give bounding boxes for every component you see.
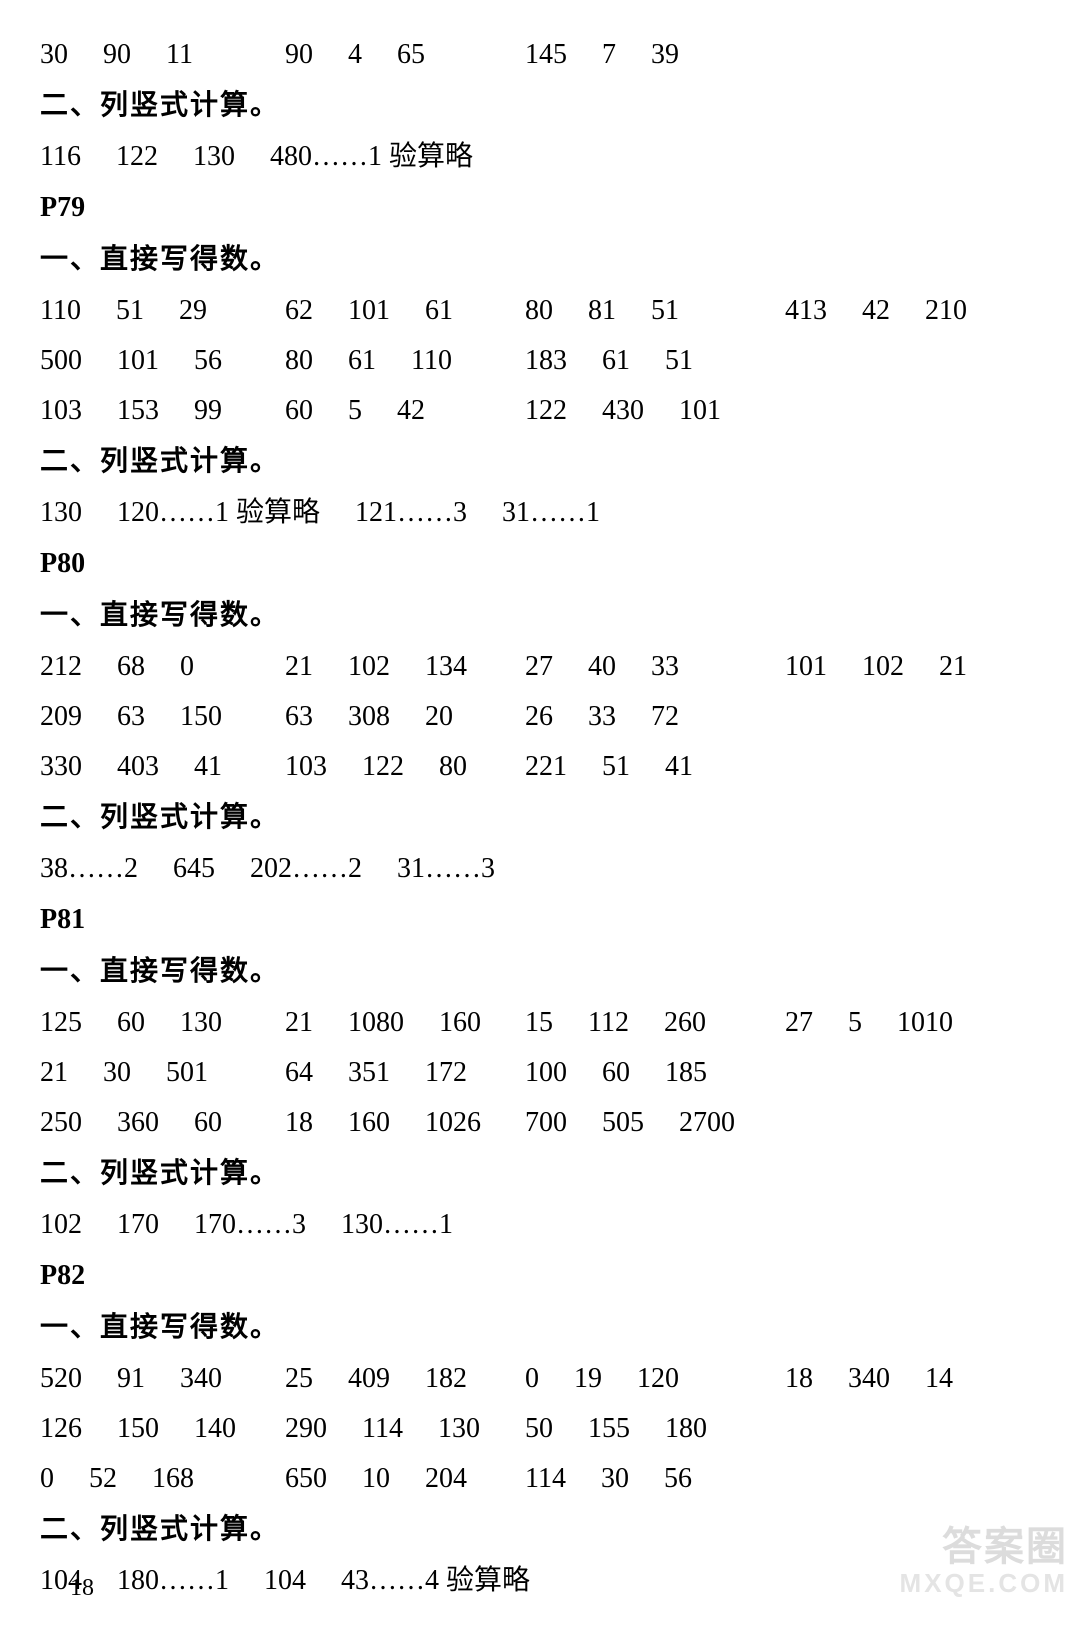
cell: 21 1080 160 — [285, 998, 525, 1048]
cell: 650 10 204 — [285, 1454, 525, 1504]
cell: 413 42 210 — [785, 286, 1048, 336]
section-heading: 二、列竖式计算。 — [40, 1504, 1048, 1556]
cell: 500 101 56 — [40, 336, 285, 386]
data-row: 0 52 168 650 10 204 114 30 56 — [40, 1454, 1048, 1504]
cell: 21 102 134 — [285, 642, 525, 692]
answer-line: 38……2 645 202……2 31……3 — [40, 844, 1048, 894]
data-row: 330 403 41 103 122 80 221 51 41 — [40, 742, 1048, 792]
cell: 114 30 56 — [525, 1454, 785, 1504]
data-row: 520 91 340 25 409 182 0 19 120 18 340 14 — [40, 1354, 1048, 1404]
data-row: 30 90 11 90 4 65 145 7 39 — [40, 30, 1048, 80]
cell: 100 60 185 — [525, 1048, 785, 1098]
cell: 80 61 110 — [285, 336, 525, 386]
cell: 110 51 29 — [40, 286, 285, 336]
page-ref: P79 — [40, 182, 1048, 234]
section-heading: 一、直接写得数。 — [40, 590, 1048, 642]
section-heading: 二、列竖式计算。 — [40, 1148, 1048, 1200]
cell — [785, 1048, 1048, 1098]
answer-line: 116 122 130 480……1 验算略 — [40, 132, 1048, 182]
cell — [785, 1098, 1048, 1148]
cell: 101 102 21 — [785, 642, 1048, 692]
cell: 0 19 120 — [525, 1354, 785, 1404]
cell: 221 51 41 — [525, 742, 785, 792]
cell: 103 153 99 — [40, 386, 285, 436]
page-ref: P81 — [40, 894, 1048, 946]
answer-line: 102 170 170……3 130……1 — [40, 1200, 1048, 1250]
cell: 90 4 65 — [285, 30, 525, 80]
cell: 145 7 39 — [525, 30, 785, 80]
cell: 183 61 51 — [525, 336, 785, 386]
cell: 62 101 61 — [285, 286, 525, 336]
section-heading: 一、直接写得数。 — [40, 946, 1048, 998]
cell: 60 5 42 — [285, 386, 525, 436]
cell: 27 5 1010 — [785, 998, 1048, 1048]
cell: 212 68 0 — [40, 642, 285, 692]
data-row: 110 51 29 62 101 61 80 81 51 413 42 210 — [40, 286, 1048, 336]
section-heading: 二、列竖式计算。 — [40, 80, 1048, 132]
data-row: 21 30 501 64 351 172 100 60 185 — [40, 1048, 1048, 1098]
data-row: 103 153 99 60 5 42 122 430 101 — [40, 386, 1048, 436]
page-ref: P82 — [40, 1250, 1048, 1302]
cell: 700 505 2700 — [525, 1098, 785, 1148]
cell: 290 114 130 — [285, 1404, 525, 1454]
cell: 27 40 33 — [525, 642, 785, 692]
data-row: 250 360 60 18 160 1026 700 505 2700 — [40, 1098, 1048, 1148]
data-row: 209 63 150 63 308 20 26 33 72 — [40, 692, 1048, 742]
cell — [785, 692, 1048, 742]
cell: 64 351 172 — [285, 1048, 525, 1098]
cell — [785, 1454, 1048, 1504]
section-heading: 二、列竖式计算。 — [40, 792, 1048, 844]
cell: 25 409 182 — [285, 1354, 525, 1404]
cell: 63 308 20 — [285, 692, 525, 742]
cell: 250 360 60 — [40, 1098, 285, 1148]
cell: 209 63 150 — [40, 692, 285, 742]
answer-line: 104 180……1 104 43……4 验算略 — [40, 1556, 1048, 1606]
cell: 0 52 168 — [40, 1454, 285, 1504]
cell: 21 30 501 — [40, 1048, 285, 1098]
page-ref: P80 — [40, 538, 1048, 590]
section-heading: 一、直接写得数。 — [40, 234, 1048, 286]
cell: 520 91 340 — [40, 1354, 285, 1404]
section-heading: 二、列竖式计算。 — [40, 436, 1048, 488]
cell: 122 430 101 — [525, 386, 785, 436]
cell — [785, 1404, 1048, 1454]
cell — [785, 742, 1048, 792]
cell: 30 90 11 — [40, 30, 285, 80]
cell: 126 150 140 — [40, 1404, 285, 1454]
cell — [785, 30, 1048, 80]
cell: 103 122 80 — [285, 742, 525, 792]
cell: 80 81 51 — [525, 286, 785, 336]
cell: 26 33 72 — [525, 692, 785, 742]
page-number: 18 — [70, 1575, 94, 1602]
data-row: 500 101 56 80 61 110 183 61 51 — [40, 336, 1048, 386]
page: 30 90 11 90 4 65 145 7 39 二、列竖式计算。 116 1… — [0, 0, 1088, 1626]
section-heading: 一、直接写得数。 — [40, 1302, 1048, 1354]
cell: 18 160 1026 — [285, 1098, 525, 1148]
cell — [785, 336, 1048, 386]
data-row: 126 150 140 290 114 130 50 155 180 — [40, 1404, 1048, 1454]
cell: 18 340 14 — [785, 1354, 1048, 1404]
data-row: 125 60 130 21 1080 160 15 112 260 27 5 1… — [40, 998, 1048, 1048]
cell — [785, 386, 1048, 436]
cell: 125 60 130 — [40, 998, 285, 1048]
data-row: 212 68 0 21 102 134 27 40 33 101 102 21 — [40, 642, 1048, 692]
cell: 50 155 180 — [525, 1404, 785, 1454]
cell: 15 112 260 — [525, 998, 785, 1048]
cell: 330 403 41 — [40, 742, 285, 792]
answer-line: 130 120……1 验算略 121……3 31……1 — [40, 488, 1048, 538]
